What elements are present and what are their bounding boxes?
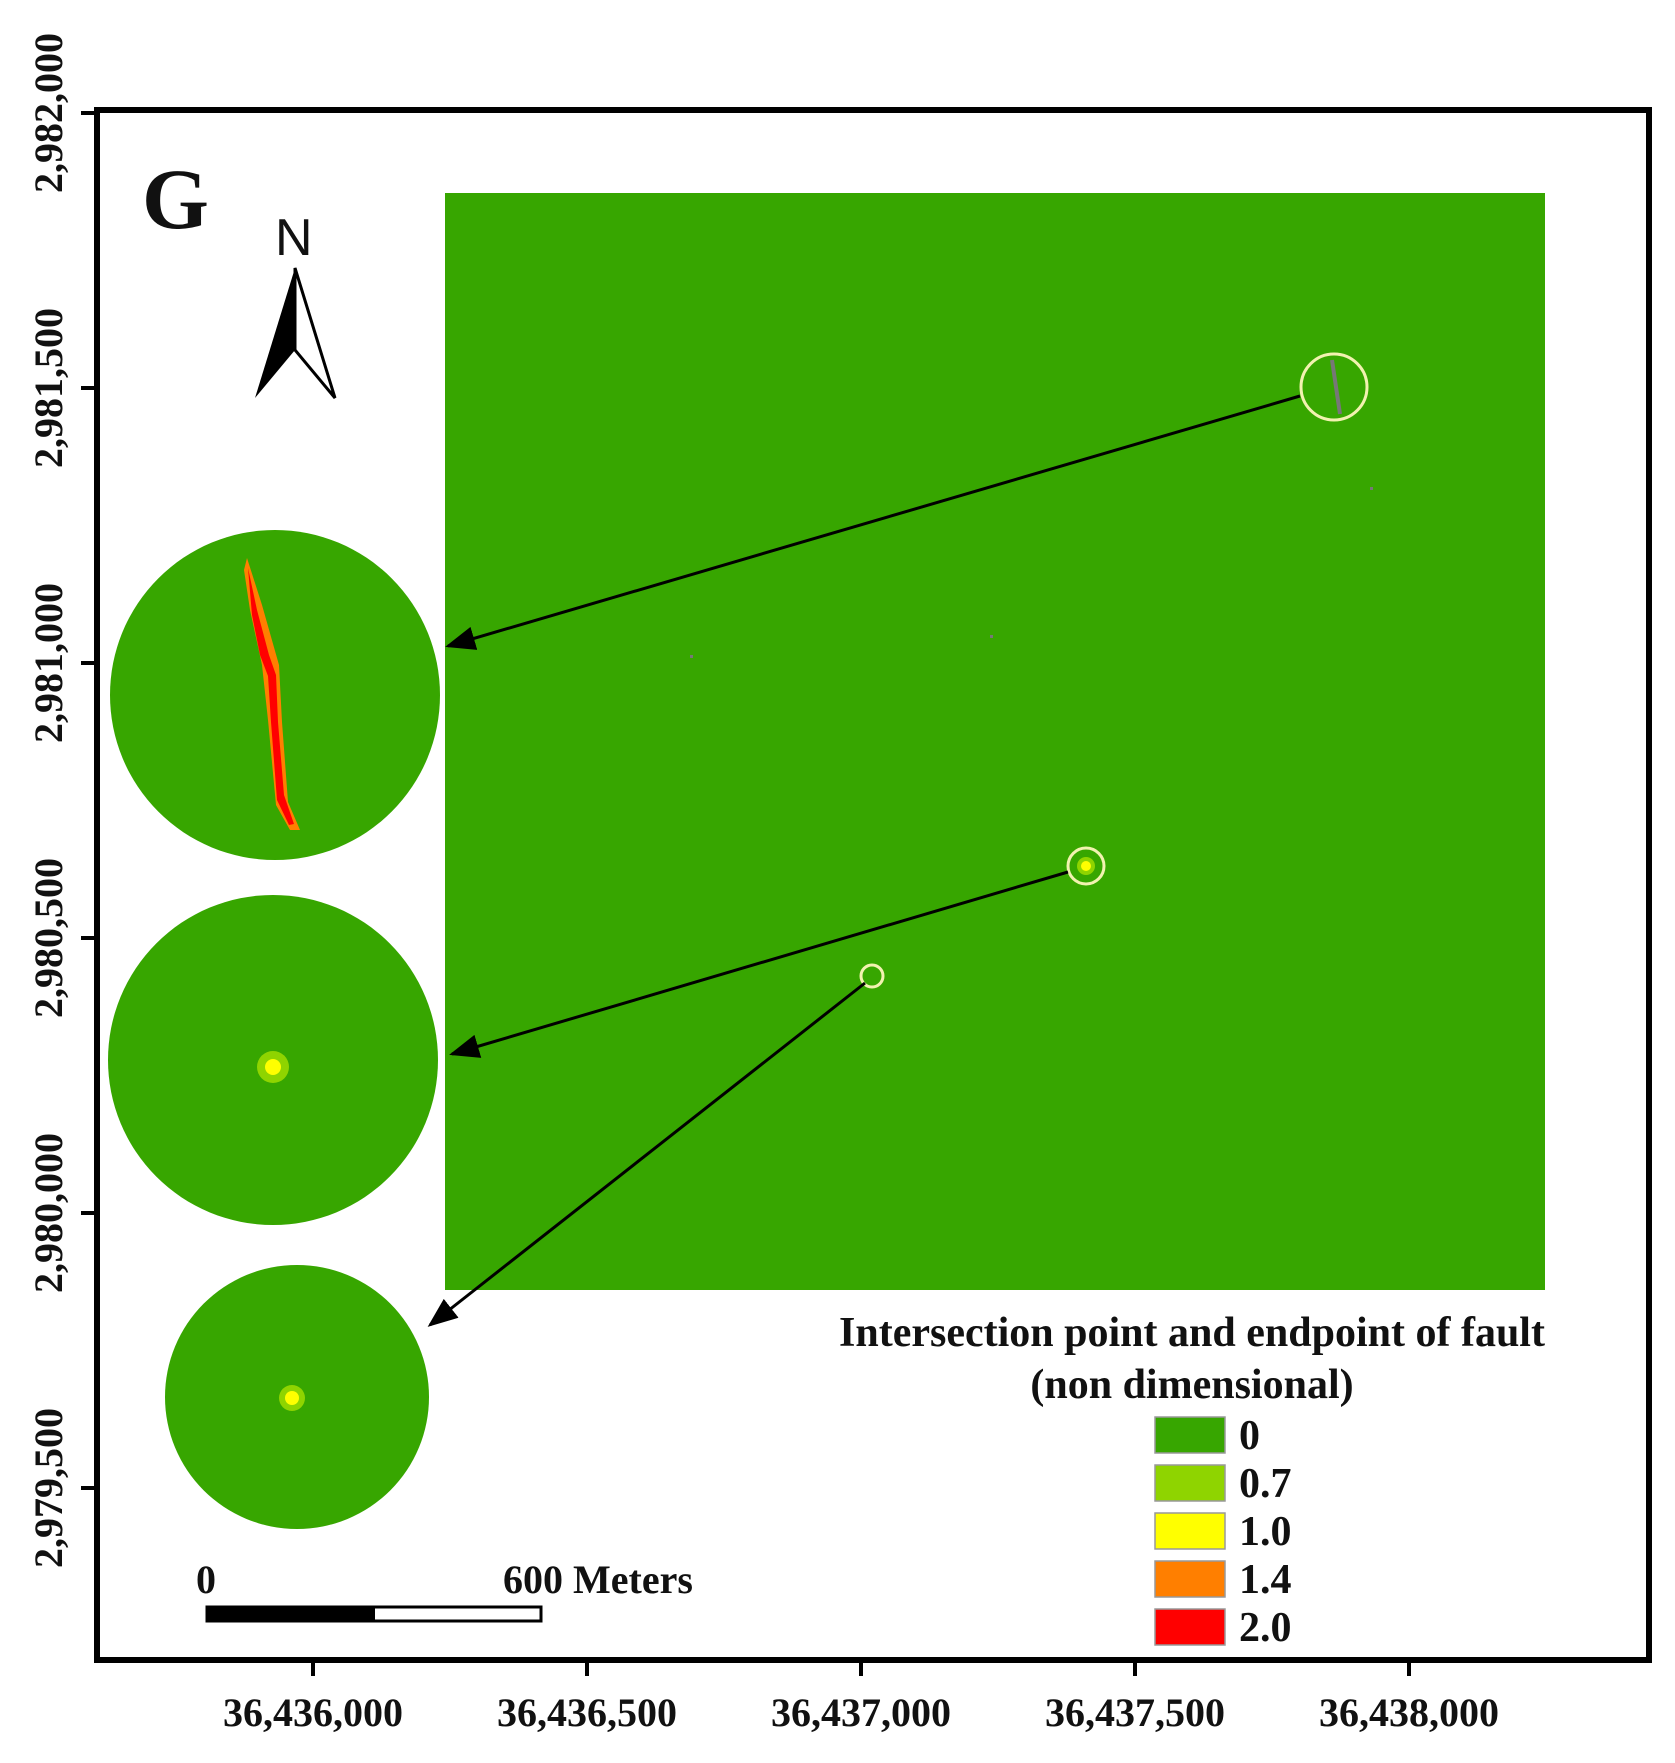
highlight-circle-lower <box>859 963 885 989</box>
scale-bar: 0 600 Meters <box>196 1557 693 1623</box>
y-axis: 2,982,000 2,981,500 2,981,000 2,980,500 2,98… <box>26 33 97 1568</box>
y-tick-label: 2,981,000 <box>26 583 71 743</box>
scale-start-label: 0 <box>196 1557 216 1602</box>
scale-end-label: 600 Meters <box>503 1557 693 1602</box>
raster-extent <box>445 193 1545 1290</box>
legend-label: 0.7 <box>1239 1461 1292 1507</box>
y-tick-label: 2,980,500 <box>26 858 71 1018</box>
raster-speck <box>990 635 993 638</box>
x-axis: 36,436,000 36,436,500 36,437,000 36,437,500… <box>223 1660 1499 1735</box>
legend-swatch <box>1154 1464 1226 1502</box>
x-tick-label: 36,437,000 <box>771 1690 951 1735</box>
x-tick-label: 36,436,500 <box>497 1690 677 1735</box>
legend-swatch <box>1154 1512 1226 1550</box>
y-tick-label: 2,979,500 <box>26 1408 71 1568</box>
inset-point-middle <box>265 1059 281 1075</box>
raster-speck <box>690 655 693 658</box>
legend-label: 2.0 <box>1239 1605 1292 1651</box>
intersection-point-middle <box>1081 861 1091 871</box>
x-tick-label: 36,437,500 <box>1045 1690 1225 1735</box>
y-tick-label: 2,982,000 <box>26 33 71 193</box>
panel-label: G <box>142 151 209 247</box>
fault-segment-main <box>1330 359 1342 415</box>
x-tick-label: 36,438,000 <box>1319 1690 1499 1735</box>
north-arrow-icon: N <box>255 209 337 399</box>
arrow-to-lower-inset <box>427 981 866 1327</box>
legend-title-line1: Intersection point and endpoint of fault <box>839 1310 1545 1356</box>
highlight-circle-top <box>1299 352 1369 422</box>
north-label: N <box>275 209 313 267</box>
y-tick-label: 2,981,500 <box>26 308 71 468</box>
inset-point-lower <box>285 1391 299 1405</box>
legend-swatch <box>1154 1560 1226 1598</box>
legend-label: 0 <box>1239 1413 1260 1459</box>
legend-label: 1.4 <box>1239 1557 1292 1603</box>
x-tick-label: 36,436,000 <box>223 1690 403 1735</box>
legend-swatch <box>1154 1608 1226 1646</box>
raster-speck <box>1370 487 1373 490</box>
legend: Intersection point and endpoint of fault… <box>839 1310 1545 1651</box>
legend-title-line2: (non dimensional) <box>1030 1362 1353 1408</box>
legend-label: 1.0 <box>1239 1509 1292 1555</box>
highlight-circle-middle <box>1066 846 1106 886</box>
y-tick-label: 2,980,000 <box>26 1133 71 1293</box>
legend-swatch <box>1154 1416 1226 1454</box>
inset-fault-red <box>248 568 294 825</box>
arrow-to-fault-inset <box>445 394 1301 650</box>
arrow-to-middle-inset <box>449 870 1069 1058</box>
